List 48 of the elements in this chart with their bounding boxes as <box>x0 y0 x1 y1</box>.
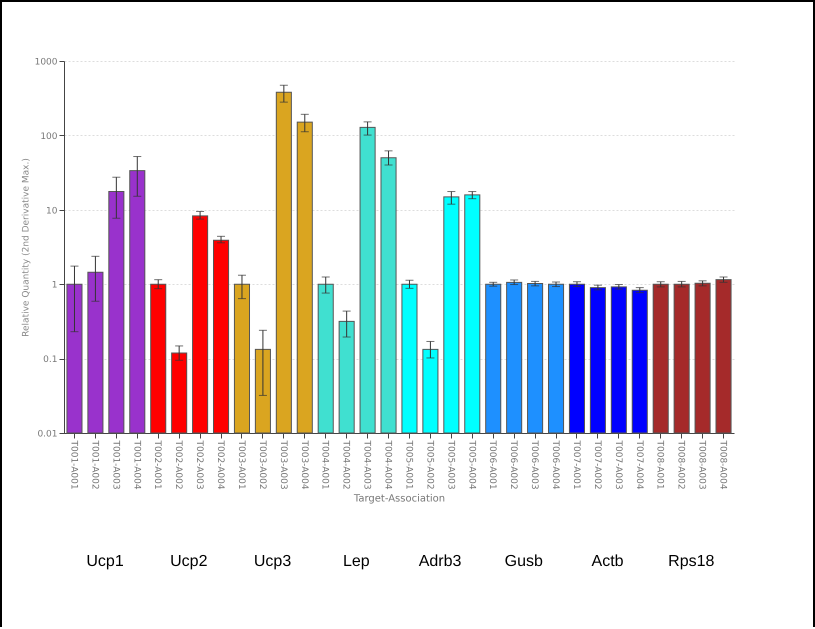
x-tick-label: T001-A001 <box>68 440 78 490</box>
text: Gusb <box>504 553 544 570</box>
text: Ucp3 <box>254 553 292 570</box>
x-tick-label: T002-A003 <box>194 440 204 490</box>
x-tick-label: T003-A004 <box>298 440 309 490</box>
x-tick-label: T001-A003 <box>110 440 120 490</box>
x-tick-label: T007-A001 <box>570 440 581 490</box>
x-tick-label: T007-A004 <box>634 440 644 490</box>
x-tick-label: T002-A001 <box>152 440 162 490</box>
x-tick-label: T006-A001 <box>487 440 498 490</box>
x-tick-label: T001-A004 <box>131 440 142 490</box>
x-tick-label: T004-A002 <box>340 440 351 490</box>
x-axis-title: Target-Association <box>352 494 446 505</box>
x-tick-label: T008-A001 <box>654 440 665 490</box>
x-tick-label: T005-A001 <box>403 440 414 490</box>
x-tick-label: T002-A002 <box>173 440 184 490</box>
x-tick-label: T002-A004 <box>215 440 226 490</box>
text: Actb <box>592 553 624 570</box>
y-tick-label: 100 <box>40 132 58 142</box>
text: Ucp1 <box>86 553 124 570</box>
x-tick-label: T005-A004 <box>466 440 476 490</box>
x-tick-label: T007-A003 <box>612 440 623 490</box>
x-tick-label: T004-A001 <box>320 440 330 490</box>
text: Adrb3 <box>418 553 462 570</box>
x-tick-label: T008-A002 <box>676 440 686 490</box>
y-tick-label: 10 <box>46 206 58 216</box>
y-tick-label: 0.01 <box>37 430 58 440</box>
x-tick-label: T003-A002 <box>256 440 267 490</box>
y-tick-label: 1 <box>52 280 58 291</box>
y-tick-label: 0.1 <box>43 355 58 366</box>
text: Rps18 <box>668 553 715 570</box>
text: Ucp2 <box>170 553 208 570</box>
x-tick-label: T004-A004 <box>382 440 393 490</box>
x-tick-label: T007-A002 <box>592 440 602 490</box>
x-tick-label: T008-A004 <box>718 440 728 490</box>
x-tick-label: T006-A003 <box>529 440 540 490</box>
y-axis-title: Relative Quantity (2nd Derivative Max.) <box>22 158 32 337</box>
x-tick-label: T008-A003 <box>696 440 707 490</box>
x-tick-label: T001-A002 <box>89 440 100 490</box>
text: Lep <box>342 553 370 570</box>
x-tick-label: T005-A002 <box>424 440 434 490</box>
x-tick-label: T003-A001 <box>236 440 246 490</box>
x-tick-label: T005-A003 <box>445 440 456 490</box>
x-tick-label: T004-A003 <box>362 440 372 490</box>
x-tick-label: T006-A002 <box>508 440 518 490</box>
y-tick-label: 1000 <box>34 58 58 68</box>
x-tick-label: T006-A004 <box>550 440 560 490</box>
x-tick-label: T003-A003 <box>278 440 288 490</box>
